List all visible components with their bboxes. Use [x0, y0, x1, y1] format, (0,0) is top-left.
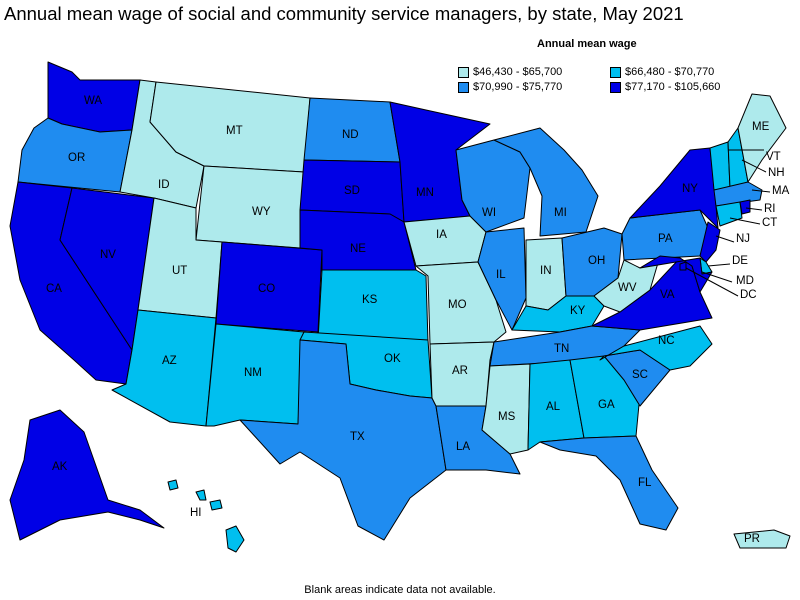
legend-swatch [610, 81, 621, 93]
state-label-wa: WA [84, 95, 102, 107]
state-label-ms: MS [498, 411, 516, 423]
state-label-fl: FL [638, 477, 652, 489]
state-label-tx: TX [350, 431, 365, 443]
state-md[interactable] [639, 255, 713, 293]
legend-item: $66,480 - $70,770 [610, 66, 714, 78]
state-label-vt: VT [766, 151, 781, 163]
state-pr[interactable] [733, 529, 791, 549]
state-label-sd: SD [344, 185, 360, 197]
state-label-ut: UT [172, 265, 187, 277]
state-label-tn: TN [554, 343, 569, 355]
state-ct[interactable] [715, 201, 743, 227]
legend-swatch [610, 66, 621, 78]
legend-swatch [458, 81, 469, 93]
state-label-oh: OH [588, 255, 605, 267]
state-label-ri: RI [764, 203, 776, 215]
state-label-ok: OK [384, 353, 401, 365]
state-label-md: MD [736, 275, 754, 287]
state-label-mn: MN [416, 187, 434, 199]
state-label-ks: KS [362, 294, 378, 306]
state-label-va: VA [660, 289, 675, 301]
state-label-hi: HI [190, 507, 202, 519]
state-vt[interactable] [709, 141, 731, 191]
state-label-la: LA [456, 441, 470, 453]
legend-swatch [458, 66, 469, 78]
state-fl[interactable] [539, 435, 679, 531]
state-label-pa: PA [658, 233, 673, 245]
state-label-mi: MI [554, 207, 567, 219]
state-ia[interactable] [403, 215, 487, 267]
state-nj[interactable] [699, 221, 721, 263]
state-ri[interactable] [739, 199, 751, 215]
legend-title: Annual mean wage [537, 38, 637, 50]
state-label-id: ID [158, 179, 170, 191]
state-label-sc: SC [632, 369, 648, 381]
state-label-nh: NH [768, 167, 785, 179]
legend-label: $46,430 - $65,700 [473, 66, 563, 78]
state-hi[interactable] [167, 479, 245, 553]
state-label-il: IL [496, 269, 506, 281]
state-ak[interactable] [9, 409, 165, 541]
state-label-ne: NE [350, 243, 366, 255]
state-label-mo: MO [448, 299, 467, 311]
state-label-or: OR [68, 152, 85, 164]
state-label-me: ME [752, 121, 770, 133]
state-label-ar: AR [452, 365, 468, 377]
state-label-nm: NM [244, 367, 262, 379]
legend-item: $70,990 - $75,770 [458, 81, 562, 93]
state-dc[interactable] [679, 261, 687, 271]
state-label-nj: NJ [736, 233, 750, 245]
state-tx[interactable] [239, 339, 447, 541]
state-label-nv: NV [100, 249, 116, 261]
legend-label: $66,480 - $70,770 [625, 66, 715, 78]
state-label-wi: WI [482, 207, 496, 219]
legend-label: $77,170 - $105,660 [625, 81, 721, 93]
state-label-ca: CA [46, 283, 62, 295]
state-label-mt: MT [226, 125, 243, 137]
state-label-al: AL [546, 401, 561, 413]
label-leader-lines [685, 149, 771, 297]
state-label-in: IN [540, 265, 552, 277]
state-label-ia: IA [436, 229, 447, 241]
footnote: Blank areas indicate data not available. [304, 584, 496, 596]
legend-item: $77,170 - $105,660 [610, 81, 720, 93]
state-label-ak: AK [52, 461, 68, 473]
state-label-dc: DC [740, 289, 757, 301]
state-label-ma: MA [772, 185, 790, 197]
page-title: Annual mean wage of social and community… [4, 3, 684, 24]
state-label-az: AZ [162, 355, 177, 367]
legend-item: $46,430 - $65,700 [458, 66, 562, 78]
state-label-co: CO [258, 283, 275, 295]
state-label-ky: KY [570, 305, 586, 317]
state-label-de: DE [732, 255, 748, 267]
state-label-ct: CT [762, 217, 777, 229]
state-label-nd: ND [342, 129, 359, 141]
state-ks[interactable] [317, 269, 429, 343]
state-label-wy: WY [252, 206, 271, 218]
legend-label: $70,990 - $75,770 [473, 81, 563, 93]
state-wy[interactable] [195, 165, 305, 249]
state-label-ny: NY [682, 183, 698, 195]
state-label-pr: PR [744, 533, 760, 545]
state-label-ga: GA [598, 399, 615, 411]
state-label-wv: WV [618, 282, 637, 294]
state-label-nc: NC [658, 335, 675, 347]
state-nc[interactable] [599, 325, 713, 371]
